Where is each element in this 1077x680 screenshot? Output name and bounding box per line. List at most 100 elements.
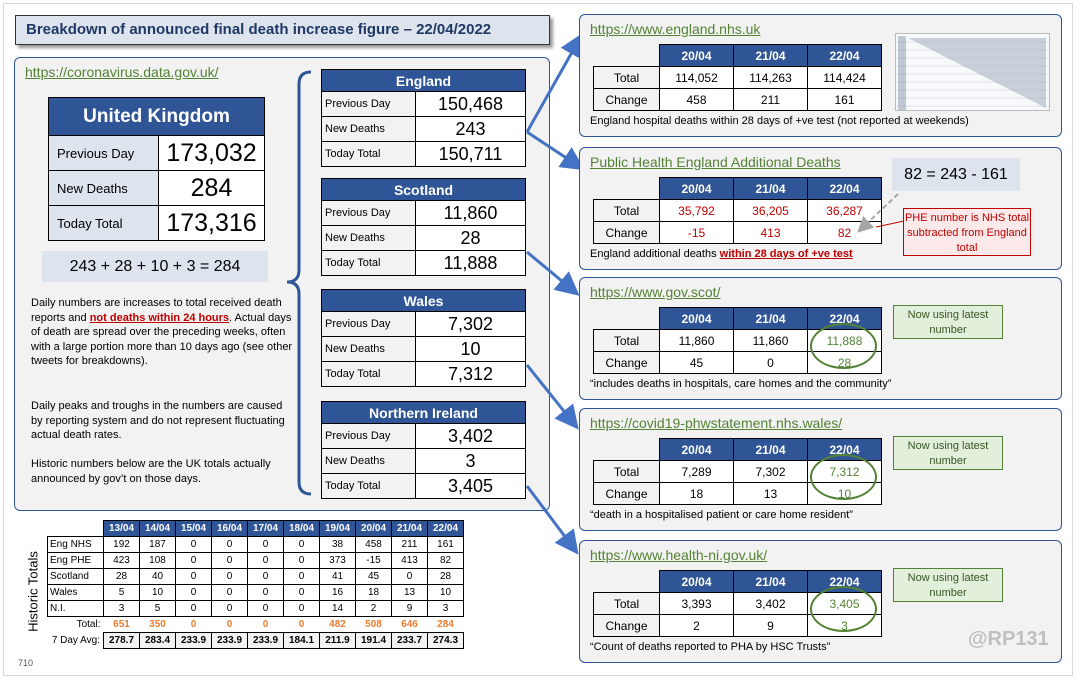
region-new-label: New Deaths [321, 336, 416, 362]
date-header: 20/04 [659, 177, 734, 200]
history-cell: 9 [391, 600, 428, 617]
now-using-callout: Now using latest number [893, 568, 1003, 602]
history-cell: 41 [319, 568, 356, 585]
history-cell: 211 [391, 536, 428, 553]
region-new-label: New Deaths [321, 116, 416, 142]
source-link-4[interactable]: https://www.health-ni.gov.uk/ [590, 547, 768, 563]
history-cell: 0 [211, 568, 248, 585]
history-date: 18/04 [283, 520, 320, 537]
highlight-circle [810, 586, 877, 632]
history-cell: 82 [427, 552, 464, 569]
history-avg: 274.3 [427, 632, 464, 649]
region-name: Northern Ireland [321, 401, 526, 424]
change-cell: 458 [659, 88, 734, 111]
nhs-sheet-thumbnail [895, 33, 1050, 111]
highlight-circle [810, 323, 877, 369]
uk-title: United Kingdom [48, 97, 265, 136]
now-using-callout: Now using latest number [893, 305, 1003, 339]
history-total: 482 [329, 619, 346, 630]
history-total: 0 [226, 619, 233, 630]
region-name: Wales [321, 289, 526, 312]
region-new-label: New Deaths [321, 225, 416, 251]
uk-table: United Kingdom Previous Day 173,032 New D… [48, 97, 265, 241]
total-cell: 114,052 [659, 66, 734, 89]
history-cell: 14 [319, 600, 356, 617]
uk-total: 173,316 [158, 205, 265, 241]
region-prev-label: Previous Day [321, 91, 416, 117]
page-number: 710 [18, 658, 34, 668]
region-total-label: Today Total [321, 141, 416, 167]
change-cell: 2 [659, 614, 734, 637]
change-cell: 45 [659, 351, 734, 374]
history-avg: 233.9 [247, 632, 284, 649]
history-total: 646 [401, 619, 418, 630]
history-cell: 10 [139, 584, 176, 601]
source-caption-2: “includes deaths in hospitals, care home… [590, 378, 892, 390]
region-new: 10 [415, 336, 526, 362]
history-cell: 3 [427, 600, 464, 617]
brace [286, 70, 312, 496]
source-table-0: 20/04 21/04 22/04 Total 114,052 114,263 … [593, 44, 882, 111]
history-cell: 28 [427, 568, 464, 585]
history-cell: 161 [427, 536, 464, 553]
region-total: 150,711 [415, 141, 526, 167]
note-2: Daily peaks and troughs in the numbers a… [31, 400, 285, 441]
history-total: 350 [149, 619, 166, 630]
uk-source-link[interactable]: https://coronavirus.data.gov.uk/ [25, 64, 219, 80]
region-total: 3,405 [415, 473, 526, 499]
region-prev: 3,402 [415, 423, 526, 449]
history-row-label: Wales [47, 584, 104, 601]
history-avg: 191.4 [355, 632, 392, 649]
history-date: 21/04 [391, 520, 428, 537]
region-new: 28 [415, 225, 526, 251]
history-cell: 28 [103, 568, 140, 585]
history-cell: 2 [355, 600, 392, 617]
total-cell: 36,205 [733, 199, 808, 222]
total-label: Total [593, 66, 660, 89]
history-avg: 278.7 [103, 632, 140, 649]
change-cell: 0 [733, 351, 808, 374]
change-label: Change [593, 221, 660, 244]
history-cell: 0 [283, 568, 320, 585]
uk-new: 284 [158, 170, 265, 206]
history-avg: 283.4 [139, 632, 176, 649]
history-avg-label: 7 Day Avg: [51, 635, 100, 646]
history-date: 20/04 [355, 520, 392, 537]
source-link-1[interactable]: Public Health England Additional Deaths [590, 154, 841, 170]
history-total: 0 [190, 619, 197, 630]
history-avg: 233.9 [175, 632, 212, 649]
history-cell: 16 [319, 584, 356, 601]
history-cell: 10 [427, 584, 464, 601]
source-link-0[interactable]: https://www.england.nhs.uk [590, 21, 761, 37]
date-header: 20/04 [659, 44, 734, 67]
region-name: Scotland [321, 178, 526, 201]
total-cell: 11,860 [659, 329, 734, 352]
source-caption-1: England additional deaths within 28 days… [590, 248, 853, 260]
source-table-1: 20/04 21/04 22/04 Total 35,792 36,205 36… [593, 177, 882, 244]
change-cell: 413 [733, 221, 808, 244]
history-avg: 211.9 [319, 632, 356, 649]
source-link-2[interactable]: https://www.gov.scot/ [590, 284, 721, 300]
source-caption-4: “Count of deaths reported to PHA by HSC … [590, 641, 831, 653]
region-new: 243 [415, 116, 526, 142]
history-total-label: Total: [76, 619, 101, 631]
history-cell: 0 [247, 568, 284, 585]
region-new: 3 [415, 448, 526, 474]
history-cell: 0 [283, 552, 320, 569]
history-cell: 38 [319, 536, 356, 553]
history-cell: 458 [355, 536, 392, 553]
total-label: Total [593, 329, 660, 352]
change-cell: 161 [807, 88, 882, 111]
total-label: Total [593, 199, 660, 222]
date-header: 21/04 [733, 438, 808, 461]
source-caption-3: “death in a hospitalised patient or care… [590, 509, 853, 521]
source-link-3[interactable]: https://covid19-phwstatement.nhs.wales/ [590, 415, 843, 431]
phe-note: PHE number is NHS total subtracted from … [903, 208, 1031, 256]
total-cell: 114,424 [807, 66, 882, 89]
change-label: Change [593, 482, 660, 505]
change-cell: 211 [733, 88, 808, 111]
date-header: 22/04 [807, 44, 882, 67]
history-cell: 0 [211, 584, 248, 601]
history-cell: 108 [139, 552, 176, 569]
history-cell: 0 [211, 536, 248, 553]
